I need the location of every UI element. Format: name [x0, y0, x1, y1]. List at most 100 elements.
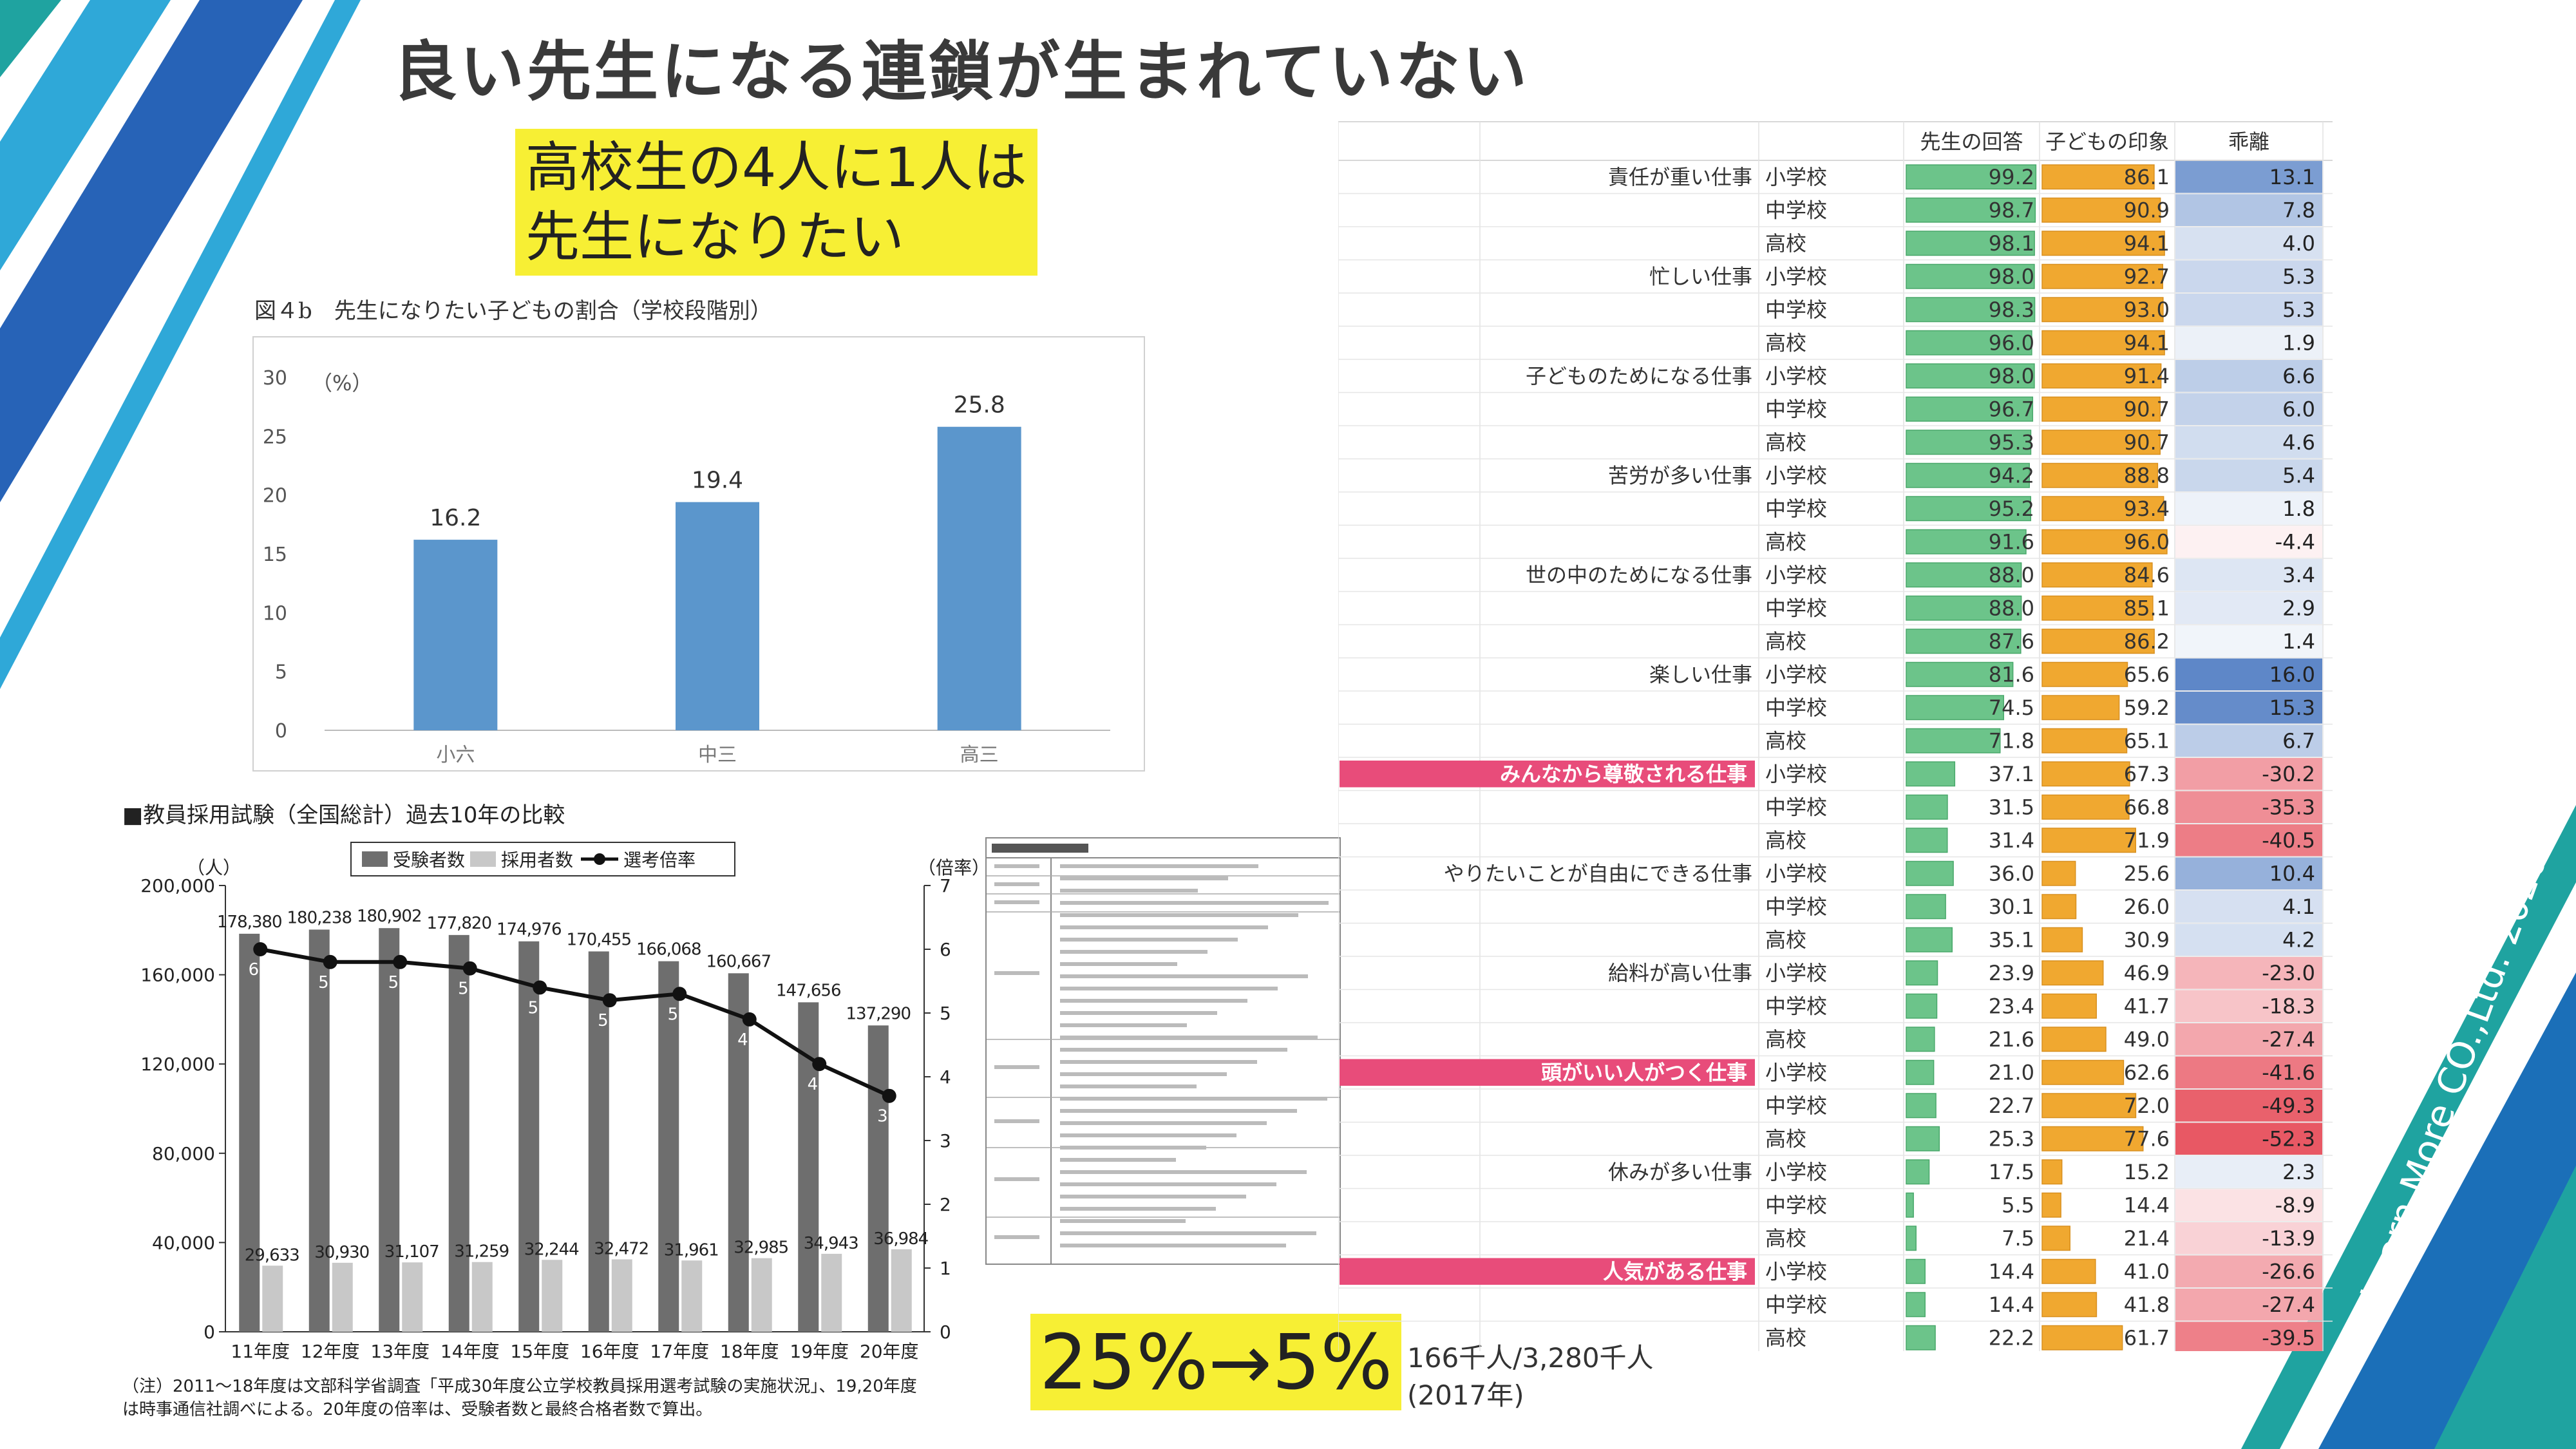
- table-gap-value: 3.4: [2282, 563, 2315, 587]
- chart1-ytick-label: 30: [263, 367, 287, 390]
- table-gap-cell: [2175, 1189, 2322, 1221]
- table-child-value: 67.3: [2124, 762, 2170, 786]
- table-level-label: 中学校: [1765, 397, 1827, 421]
- table-child-value: 93.4: [2124, 497, 2170, 521]
- survey-doc-label-line: [994, 1177, 1039, 1181]
- table-level-label: 小学校: [1765, 165, 1827, 189]
- chart2-data-label-examinees: 166,068: [636, 940, 701, 960]
- chart1-ytick-label: 5: [275, 661, 287, 684]
- table-teacher-bar: [1906, 595, 2022, 621]
- table-child-bar: [2041, 562, 2153, 588]
- table-teacher-value: 74.5: [1989, 696, 2034, 720]
- table-child-value: 62.6: [2124, 1060, 2170, 1084]
- survey-doc-label-line: [994, 971, 1039, 975]
- table-level-label: 高校: [1765, 1325, 1806, 1350]
- table-teacher-bar: [1906, 728, 2001, 753]
- table-gap-value: -26.6: [2262, 1259, 2315, 1283]
- table-column-header: 子どもの印象: [2045, 129, 2169, 154]
- chart2-svg: 0 40,000 80,000 120,000 160,000 200,000 0 1 2 3 4 5…: [140, 842, 985, 1362]
- chart2-bar-examinees: [379, 928, 400, 1332]
- chart2-ratio-point: [323, 954, 337, 969]
- table-teacher-value: 5.5: [2002, 1193, 2034, 1217]
- table-level-label: 中学校: [1765, 1293, 1827, 1317]
- chart2-data-label-examinees: 147,656: [776, 981, 841, 1000]
- table-gap-cell: [2175, 393, 2322, 425]
- table-gap-cell: [2175, 1090, 2322, 1122]
- chart2-category-label: 12年度: [301, 1341, 360, 1362]
- table-teacher-bar: [1906, 661, 2014, 687]
- table-child-bar: [2041, 462, 2159, 488]
- chart2-ratio-point: [742, 1012, 757, 1027]
- chart2-note: （注）2011～18年度は文部科学省調査「平成30年度公立学校教員採用選考試験の…: [122, 1375, 917, 1421]
- table-gap-cell: [2175, 1122, 2322, 1155]
- chart1-data-label: 25.8: [954, 392, 1005, 419]
- survey-doc-text-line: [1060, 1060, 1257, 1064]
- table-child-value: 66.8: [2124, 795, 2170, 819]
- table-teacher-value: 7.5: [2002, 1226, 2034, 1251]
- table-teacher-bar: [1906, 462, 2030, 488]
- chart2-data-label-hired: 31,259: [454, 1242, 509, 1262]
- table-gap-cell: [2175, 227, 2322, 260]
- table-child-bar: [2041, 629, 2155, 654]
- survey-doc-text-line: [1060, 1133, 1236, 1137]
- survey-doc-text-line: [1060, 1219, 1186, 1223]
- chart2-y-right-label: （倍率）: [918, 857, 985, 878]
- chart2-ytick-right-label: 1: [940, 1258, 951, 1279]
- table-teacher-value: 95.3: [1989, 430, 2034, 455]
- chart2-ytick-left-label: 40,000: [152, 1232, 215, 1253]
- survey-doc-text-line: [1060, 1195, 1246, 1198]
- table-teacher-bar: [1906, 330, 2032, 355]
- table-child-bar: [2041, 1258, 2096, 1284]
- chart2-data-label-hired: 32,985: [734, 1238, 788, 1258]
- table-level-label: 小学校: [1765, 861, 1827, 886]
- chart2-title: ■教員採用試験（全国総計）過去10年の比較: [122, 802, 565, 828]
- chart2-bar-examinees: [658, 961, 679, 1332]
- table-level-label: 高校: [1765, 330, 1806, 355]
- table-child-value: 21.4: [2124, 1226, 2170, 1251]
- table-category-label: 楽しい仕事: [1649, 662, 1752, 687]
- chart2-data-label-ratio: 3.7: [877, 1107, 904, 1126]
- table-level-label: 高校: [1765, 927, 1806, 952]
- table-gap-value: 5.3: [2282, 264, 2315, 289]
- survey-doc-label-line: [994, 864, 1039, 868]
- survey-doc-text-line: [1060, 950, 1208, 954]
- table-child-bar: [2041, 263, 2164, 289]
- table-teacher-bar: [1906, 1159, 1930, 1185]
- stat-note: 166千人/3,280千人 (2017年): [1407, 1340, 1654, 1414]
- chart2-ytick-left-label: 200,000: [140, 875, 215, 896]
- table-category-label: 責任が重い仕事: [1608, 165, 1752, 189]
- table-level-label: 高校: [1765, 1226, 1806, 1251]
- table-child-bar: [2041, 1027, 2107, 1052]
- chart1-ytick-label: 10: [263, 602, 287, 625]
- table-level-label: 小学校: [1765, 662, 1827, 687]
- chart2-bar-hired: [471, 1262, 493, 1332]
- survey-doc-text-line: [1060, 938, 1238, 942]
- table-level-label: 中学校: [1765, 596, 1827, 620]
- table-category-label: 人気がある仕事: [1603, 1259, 1747, 1283]
- table-child-bar: [2041, 197, 2161, 223]
- table-teacher-value: 14.4: [1989, 1259, 2034, 1283]
- table-teacher-value: 23.4: [1989, 994, 2034, 1018]
- chart2-ytick-right-label: 4: [940, 1066, 951, 1088]
- table-teacher-value: 17.5: [1989, 1160, 2034, 1184]
- table-gap-value: -35.3: [2262, 795, 2315, 819]
- table-level-label: 小学校: [1765, 563, 1827, 587]
- table-child-bar: [2041, 728, 2128, 753]
- table-child-value: 86.1: [2124, 165, 2170, 189]
- table-gap-cell: [2175, 957, 2322, 989]
- table-gap-value: 5.4: [2282, 463, 2315, 488]
- table-child-value: 41.7: [2124, 994, 2170, 1018]
- table-child-bar: [2041, 595, 2154, 621]
- chart1-frame: 0 5 10 15 20 25 30 （%） 16.2 小六 19.4 中三 25.8 高三: [252, 336, 1145, 772]
- table-level-label: 高校: [1765, 231, 1806, 256]
- table-child-bar: [2041, 496, 2164, 522]
- table-child-bar: [2041, 794, 2130, 820]
- table-child-value: 49.0: [2124, 1027, 2170, 1052]
- table-gap-cell: [2175, 990, 2322, 1022]
- table-gap-cell: [2175, 1056, 2322, 1088]
- table-column-header: 先生の回答: [1920, 129, 2023, 154]
- table-level-label: 中学校: [1765, 298, 1827, 322]
- survey-doc-label-line: [994, 1065, 1039, 1069]
- survey-doc-label-line: [994, 1119, 1039, 1123]
- table-teacher-value: 22.2: [1989, 1325, 2034, 1350]
